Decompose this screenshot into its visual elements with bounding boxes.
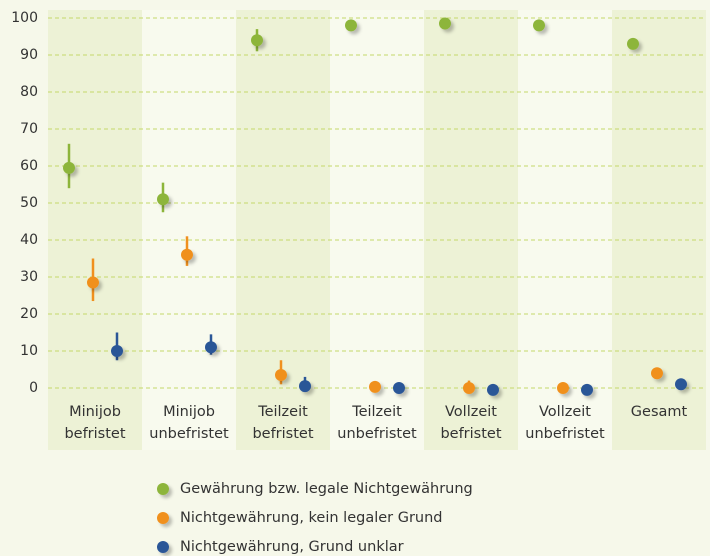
column-band (48, 10, 142, 450)
dot (651, 367, 663, 380)
legend-label: Gewährung bzw. legale Nichtgewährung (180, 481, 473, 497)
legend-marker (157, 541, 169, 553)
y-tick-label: 80 (20, 84, 38, 100)
dot (627, 37, 639, 50)
dot (463, 382, 475, 394)
x-tick-label: Gesamt (631, 404, 688, 420)
dot (181, 248, 193, 261)
column-band (518, 10, 612, 450)
y-tick-label: 30 (20, 269, 38, 285)
legend-marker (157, 512, 169, 524)
column-band (236, 10, 330, 450)
dot (87, 276, 99, 289)
dot (63, 161, 75, 174)
dot (369, 380, 381, 393)
x-tick-label: befristet (252, 426, 313, 442)
dot (487, 383, 499, 396)
x-tick-label: Minijob (163, 404, 215, 420)
dot (675, 378, 687, 391)
dot (439, 17, 451, 30)
y-tick-label: 70 (20, 121, 38, 137)
x-tick-label: befristet (440, 426, 501, 442)
x-tick-label: unbefristet (149, 426, 229, 442)
y-tick-label: 90 (20, 47, 38, 63)
column-band (612, 10, 706, 450)
y-tick-label: 100 (11, 10, 38, 26)
legend-label: Nichtgewährung, Grund unklar (180, 539, 404, 555)
dot (299, 380, 311, 393)
column-band (142, 10, 236, 450)
x-tick-label: Minijob (69, 404, 121, 420)
dot (345, 19, 357, 32)
x-tick-label: unbefristet (525, 426, 605, 442)
dot (393, 382, 405, 394)
y-tick-label: 20 (20, 306, 38, 322)
dot (205, 341, 217, 354)
legend-label: Nichtgewährung, kein legaler Grund (180, 510, 443, 526)
dot (111, 345, 123, 357)
x-tick-label: Teilzeit (351, 404, 402, 420)
x-tick-label: Teilzeit (257, 404, 308, 420)
legend-marker (157, 483, 169, 495)
x-tick-label: befristet (64, 426, 125, 442)
y-tick-label: 10 (20, 343, 38, 359)
column-band (330, 10, 424, 450)
x-tick-label: unbefristet (337, 426, 417, 442)
x-tick-label: Vollzeit (445, 404, 497, 420)
dot (557, 382, 569, 394)
dot (533, 19, 545, 32)
x-tick-label: Vollzeit (539, 404, 591, 420)
dot (157, 193, 169, 206)
dot (251, 34, 263, 47)
dot (581, 383, 593, 396)
y-tick-label: 0 (29, 380, 38, 396)
y-tick-label: 60 (20, 158, 38, 174)
y-tick-label: 50 (20, 195, 38, 211)
column-band (424, 10, 518, 450)
dot (275, 369, 287, 382)
y-tick-label: 40 (20, 232, 38, 248)
